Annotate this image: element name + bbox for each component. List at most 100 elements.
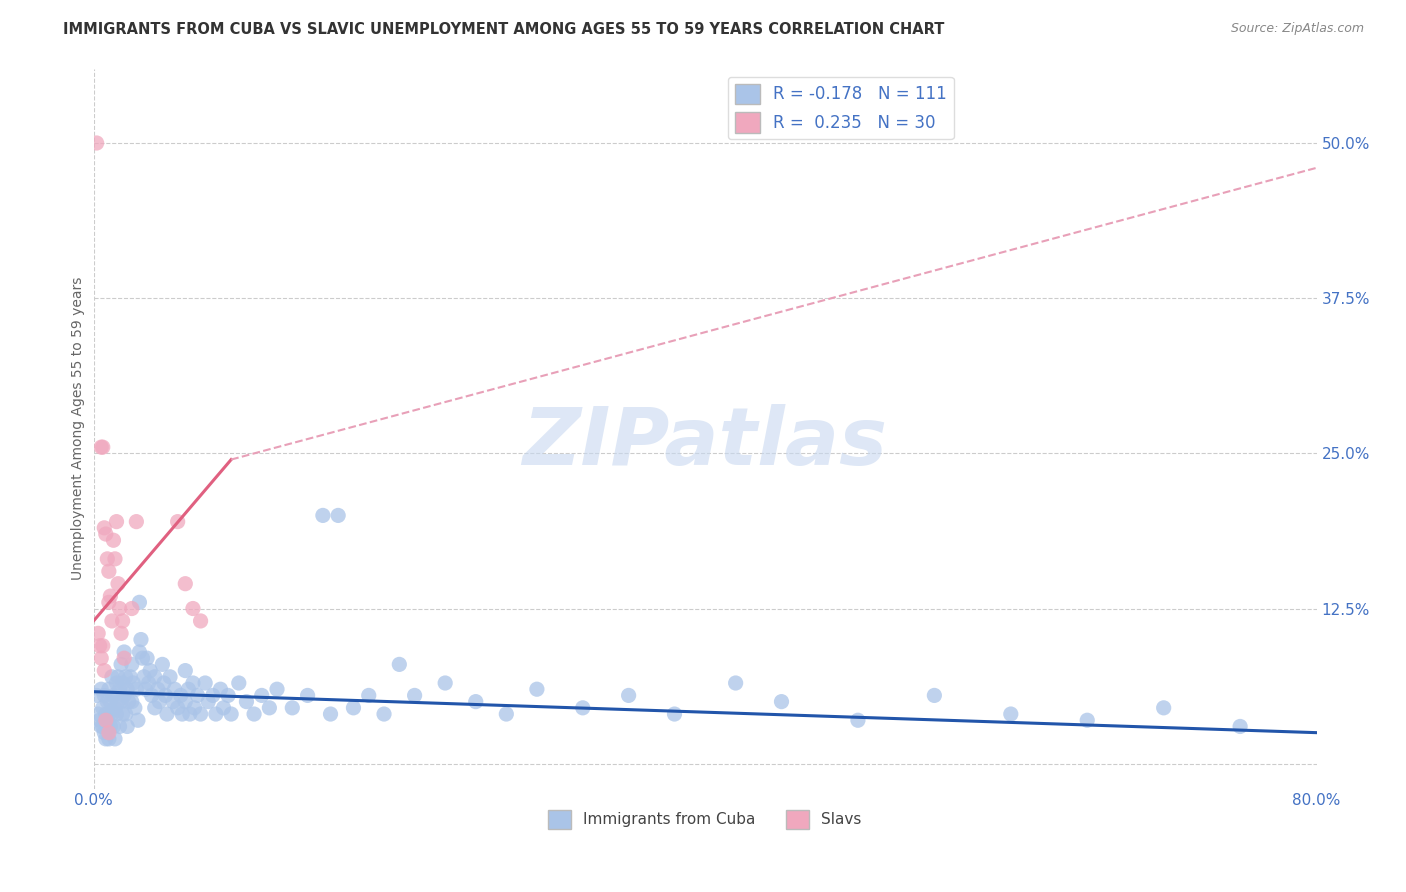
Point — [101, 614, 124, 628]
Point — [170, 689, 193, 703]
Point — [96, 695, 118, 709]
Point — [217, 689, 239, 703]
Point — [90, 440, 112, 454]
Point — [212, 701, 235, 715]
Point — [97, 564, 120, 578]
Point — [93, 725, 115, 739]
Point — [114, 706, 136, 721]
Point — [112, 689, 135, 703]
Point — [94, 527, 117, 541]
Point — [150, 657, 173, 672]
Point — [209, 682, 232, 697]
Point — [159, 670, 181, 684]
Point — [495, 706, 517, 721]
Point — [156, 706, 179, 721]
Point — [97, 725, 120, 739]
Point — [770, 695, 793, 709]
Point — [135, 682, 157, 697]
Point — [143, 670, 166, 684]
Point — [464, 695, 486, 709]
Point — [174, 664, 197, 678]
Text: IMMIGRANTS FROM CUBA VS SLAVIC UNEMPLOYMENT AMONG AGES 55 TO 59 YEARS CORRELATIO: IMMIGRANTS FROM CUBA VS SLAVIC UNEMPLOYM… — [63, 22, 945, 37]
Point — [357, 689, 380, 703]
Point — [91, 440, 114, 454]
Point — [111, 676, 134, 690]
Point — [174, 695, 197, 709]
Point — [97, 595, 120, 609]
Point — [155, 689, 177, 703]
Point — [404, 689, 426, 703]
Text: ZIPatlas: ZIPatlas — [523, 404, 887, 482]
Point — [125, 515, 148, 529]
Point — [179, 706, 201, 721]
Point — [103, 719, 125, 733]
Point — [373, 706, 395, 721]
Point — [107, 576, 129, 591]
Point — [228, 676, 250, 690]
Point — [664, 706, 686, 721]
Point — [297, 689, 319, 703]
Point — [120, 670, 142, 684]
Point — [250, 689, 273, 703]
Point — [141, 689, 163, 703]
Point — [139, 664, 162, 678]
Point — [101, 706, 124, 721]
Point — [526, 682, 548, 697]
Point — [100, 589, 122, 603]
Point — [186, 689, 208, 703]
Point — [183, 701, 205, 715]
Point — [90, 719, 112, 733]
Point — [846, 713, 869, 727]
Point — [328, 508, 350, 523]
Point — [100, 695, 122, 709]
Point — [177, 682, 200, 697]
Point — [181, 601, 204, 615]
Point — [219, 706, 242, 721]
Point — [181, 676, 204, 690]
Point — [205, 706, 228, 721]
Point — [166, 701, 188, 715]
Point — [138, 676, 160, 690]
Point — [93, 689, 115, 703]
Point — [112, 651, 135, 665]
Point — [143, 701, 166, 715]
Point — [114, 670, 136, 684]
Point — [101, 670, 124, 684]
Point — [617, 689, 640, 703]
Point — [190, 706, 212, 721]
Point — [89, 639, 111, 653]
Point — [103, 533, 125, 548]
Point — [129, 632, 152, 647]
Point — [162, 695, 184, 709]
Point — [1229, 719, 1251, 733]
Point — [163, 682, 186, 697]
Point — [96, 552, 118, 566]
Point — [194, 676, 217, 690]
Point — [1153, 701, 1175, 715]
Point — [924, 689, 946, 703]
Point — [91, 701, 114, 715]
Point — [105, 515, 128, 529]
Point — [259, 701, 281, 715]
Point — [90, 651, 112, 665]
Point — [153, 676, 176, 690]
Point — [90, 682, 112, 697]
Point — [105, 706, 128, 721]
Point — [104, 731, 127, 746]
Point — [112, 645, 135, 659]
Point — [197, 695, 219, 709]
Point — [108, 719, 131, 733]
Point — [136, 651, 159, 665]
Point — [121, 695, 143, 709]
Point — [94, 731, 117, 746]
Point — [105, 676, 128, 690]
Point — [434, 676, 457, 690]
Point — [121, 601, 143, 615]
Point — [131, 651, 153, 665]
Y-axis label: Unemployment Among Ages 55 to 59 years: Unemployment Among Ages 55 to 59 years — [72, 277, 86, 580]
Point — [388, 657, 411, 672]
Point — [111, 614, 134, 628]
Point — [104, 701, 127, 715]
Point — [266, 682, 288, 697]
Point — [148, 695, 170, 709]
